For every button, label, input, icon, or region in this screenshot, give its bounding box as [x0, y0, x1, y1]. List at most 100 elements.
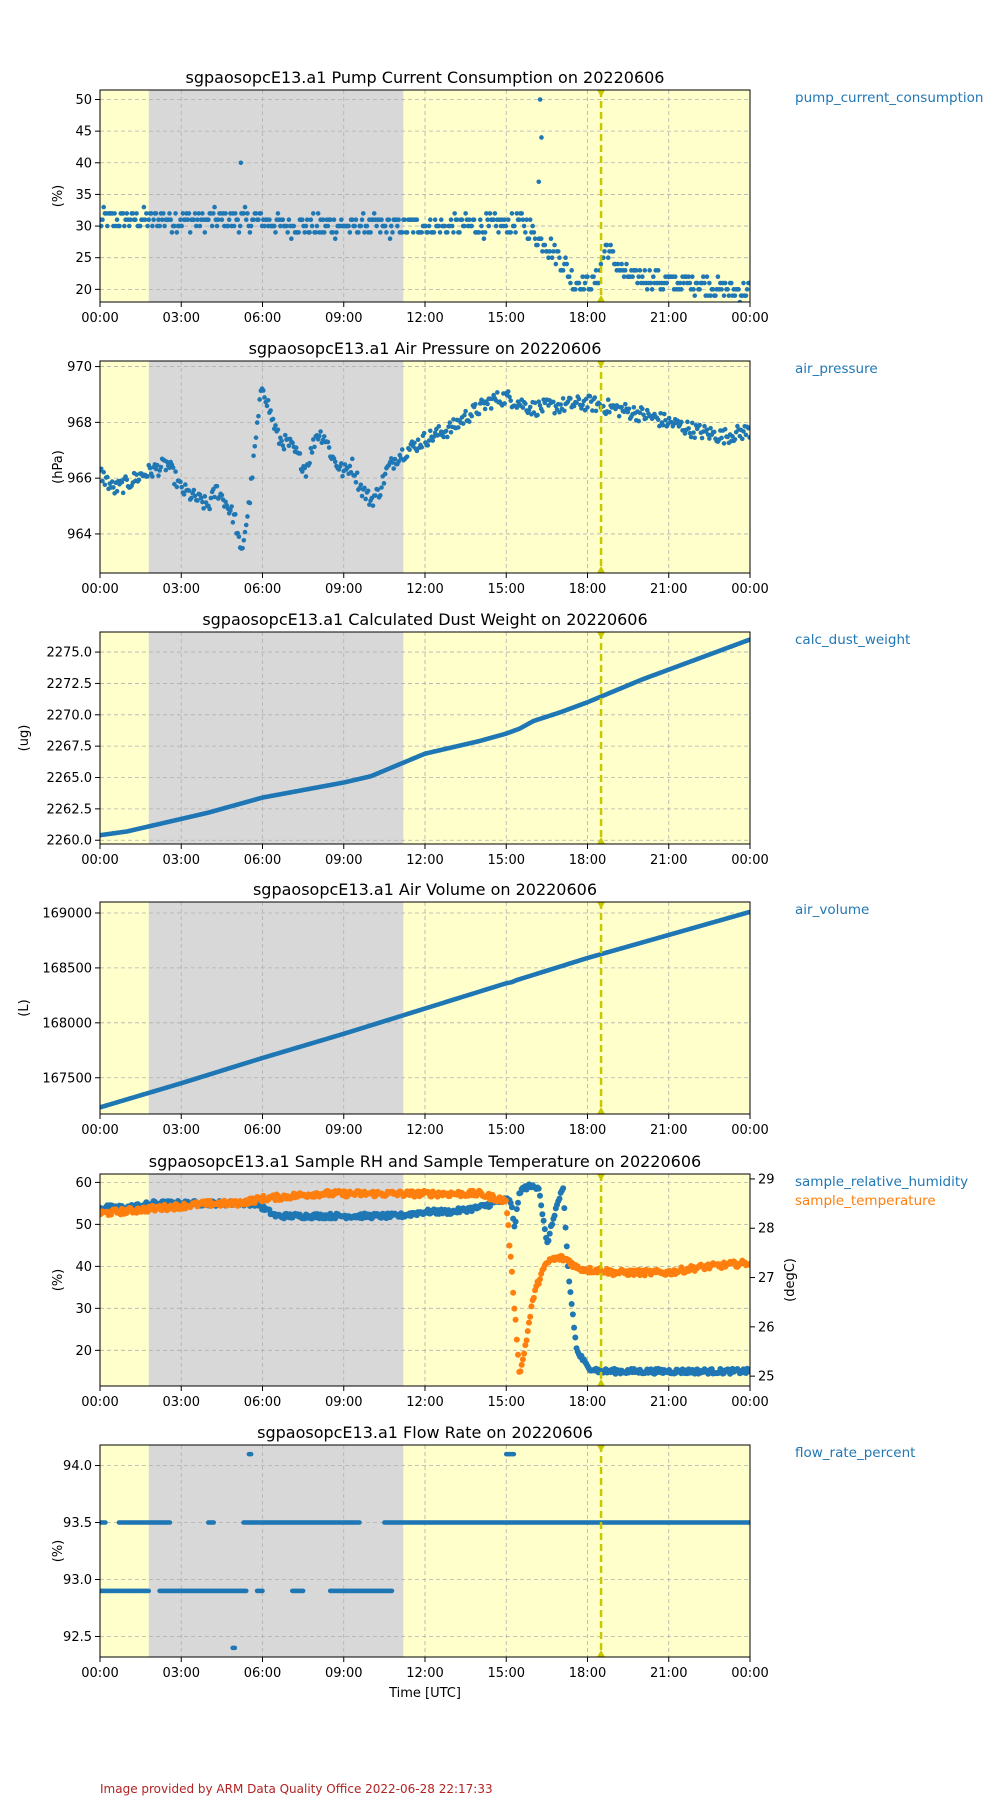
data-point	[699, 435, 705, 441]
y-axis-label: (%)	[51, 185, 66, 208]
data-point	[513, 1336, 520, 1343]
data-point	[358, 482, 364, 488]
data-point	[562, 408, 567, 414]
x-tick-label: 21:00	[650, 311, 687, 326]
data-point	[537, 97, 543, 102]
data-point	[187, 230, 193, 235]
y-tick-label: 169000	[42, 906, 92, 921]
data-point	[502, 217, 507, 223]
data-point	[690, 420, 695, 426]
data-point	[414, 217, 420, 223]
data-point	[387, 236, 393, 242]
data-point	[692, 293, 698, 298]
data-point	[137, 223, 143, 229]
data-point	[119, 479, 125, 485]
data-point	[236, 534, 242, 540]
y-tick-label: 40	[75, 156, 92, 171]
data-point	[715, 274, 721, 279]
data-point	[473, 401, 478, 407]
data-point	[211, 1520, 217, 1525]
data-point	[484, 211, 489, 216]
data-point	[640, 406, 645, 412]
data-point	[300, 1588, 306, 1594]
data-point	[388, 223, 394, 229]
data-point	[432, 217, 438, 223]
data-point	[240, 545, 245, 551]
data-point	[448, 217, 454, 223]
data-point	[463, 211, 468, 216]
data-point	[462, 223, 467, 229]
data-point	[486, 223, 492, 229]
data-point	[161, 211, 166, 216]
data-point	[608, 242, 613, 248]
y-tick-label: 60	[75, 1176, 92, 1191]
data-point	[568, 1300, 575, 1307]
data-point	[101, 204, 106, 210]
data-point	[243, 1588, 249, 1594]
data-point	[704, 274, 710, 279]
data-point	[514, 405, 520, 410]
chart-panel-2: 00:00 03:00 06:00 09:00 12:00 15:00 18:00 21:00…	[51, 339, 878, 597]
data-point	[257, 397, 262, 402]
y-tick-label: 970	[67, 360, 92, 375]
data-point	[200, 499, 205, 505]
chart-panel-4: 00:00 03:00 06:00 09:00 12:00 15:00 18:00 21:00…	[17, 880, 869, 1138]
data-point	[445, 434, 450, 440]
data-point	[241, 211, 247, 216]
data-point	[150, 474, 155, 479]
data-point	[736, 287, 741, 292]
data-point	[388, 456, 394, 461]
x-tick-label: 03:00	[163, 1395, 200, 1410]
data-point	[505, 389, 511, 394]
data-point	[167, 1520, 173, 1525]
y-tick-label: 45	[75, 125, 92, 140]
data-point	[363, 496, 368, 502]
data-point	[523, 230, 528, 235]
data-point	[275, 427, 281, 432]
data-point	[197, 223, 203, 229]
data-point	[685, 419, 690, 425]
data-point	[581, 287, 587, 292]
y-axis-label: (ug)	[17, 725, 32, 752]
data-point	[153, 211, 159, 216]
data-point	[402, 217, 407, 223]
data-point	[425, 443, 431, 448]
chart-title: sgpaosopcE13.a1 Air Volume on 20220606	[253, 880, 597, 899]
data-point	[109, 479, 115, 484]
grid-lines	[100, 361, 750, 573]
data-point	[477, 217, 483, 223]
data-point	[576, 280, 582, 286]
data-point	[469, 223, 475, 229]
data-point	[566, 274, 572, 279]
data-point	[325, 223, 331, 229]
data-point	[636, 274, 641, 279]
data-point	[675, 418, 680, 423]
data-point	[441, 434, 446, 440]
data-point	[488, 406, 494, 411]
data-point	[583, 396, 589, 402]
data-point	[391, 466, 397, 471]
data-point	[737, 299, 743, 302]
data-point	[690, 274, 695, 279]
data-point	[300, 469, 305, 474]
data-point	[237, 223, 243, 229]
data-point	[732, 437, 738, 442]
data-point	[253, 211, 259, 216]
data-point	[359, 217, 365, 223]
data-point	[508, 1204, 515, 1211]
data-point	[558, 402, 563, 407]
data-point	[404, 454, 410, 459]
data-point	[291, 223, 297, 229]
data-point	[374, 223, 379, 229]
data-point	[526, 236, 532, 242]
data-point	[195, 498, 200, 503]
data-point	[124, 211, 130, 216]
data-point	[508, 1268, 515, 1275]
x-axis-label: Time [UTC]	[388, 1686, 461, 1701]
data-point	[438, 429, 444, 434]
data-point	[655, 268, 661, 273]
data-point	[647, 268, 652, 273]
data-point	[566, 1278, 573, 1285]
data-point	[549, 1221, 556, 1228]
data-point	[505, 217, 511, 223]
